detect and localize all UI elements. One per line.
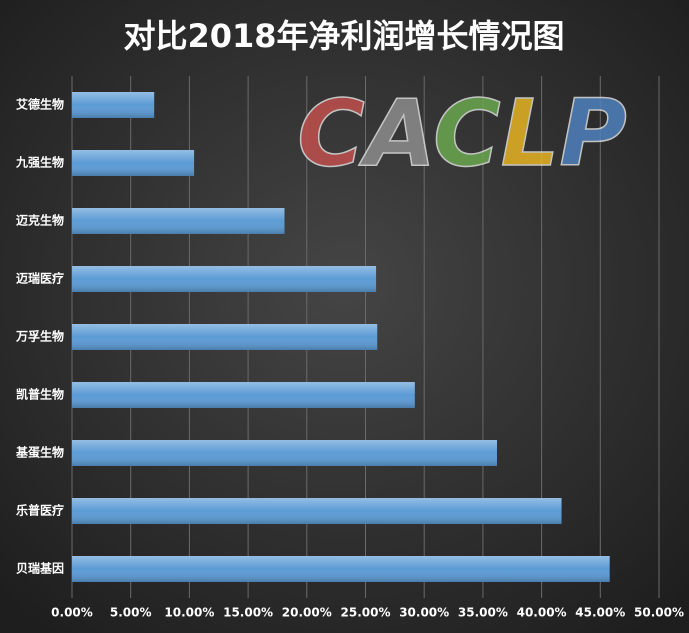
x-tick-label: 35.00% [458,606,508,620]
y-tick-label: 贝瑞基因 [16,561,64,576]
watermark-letter: P [559,80,626,187]
x-tick-label: 50.00% [634,606,684,620]
watermark-letter: C [433,80,501,187]
x-tick-label: 20.00% [282,606,332,620]
chart-title: 对比2018年净利润增长情况图 [123,17,564,55]
watermark-letter: C [297,80,365,187]
y-tick-label: 基蛋生物 [15,445,64,460]
x-tick-label: 30.00% [399,606,449,620]
y-tick-label: 乐普医疗 [16,503,64,518]
bar-shine [72,266,377,292]
bar-shine [72,208,285,234]
y-tick-label: 凯普生物 [16,387,64,402]
x-tick-label: 10.00% [164,606,214,620]
x-tick-label: 25.00% [341,606,391,620]
x-tick-label: 45.00% [575,606,625,620]
x-tick-label: 15.00% [223,606,273,620]
watermark-letter: L [501,80,560,187]
y-tick-label: 迈克生物 [16,213,64,228]
y-tick-label: 万孚生物 [15,329,64,344]
x-tick-label: 40.00% [517,606,567,620]
y-tick-label: 艾德生物 [16,97,64,112]
bar-shine [72,92,155,118]
bar-shine [72,440,497,466]
bar-shine [72,556,610,582]
bar-shine [72,382,415,408]
bar-shine [72,324,378,350]
x-tick-label: 5.00% [110,606,152,620]
bar-shine [72,498,562,524]
y-tick-label: 九强生物 [15,155,64,170]
watermark: CACLP [297,80,627,187]
x-tick-label: 0.00% [51,606,93,620]
y-tick-label: 迈瑞医疗 [16,271,64,286]
watermark-letter: A [359,80,433,187]
bar-shine [72,150,195,176]
